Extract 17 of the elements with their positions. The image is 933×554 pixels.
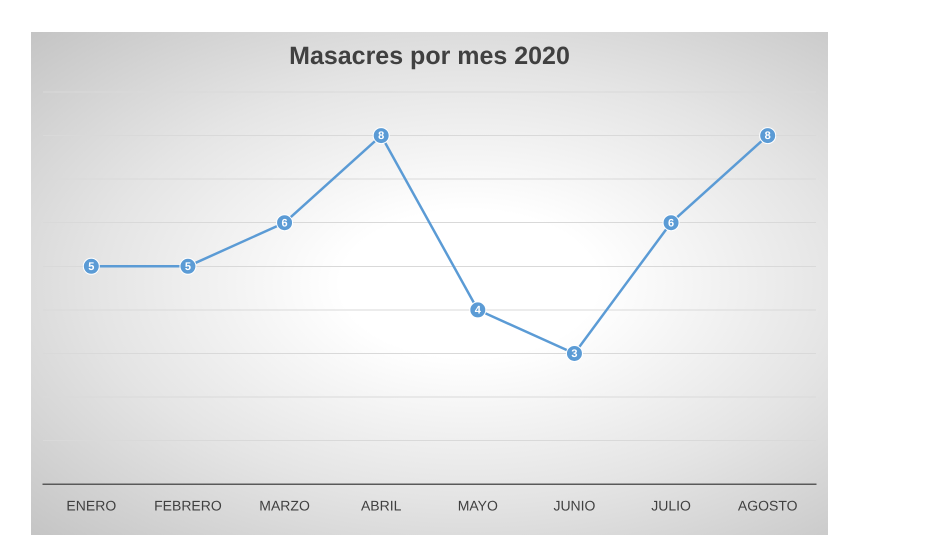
data-label: 6 [282,217,288,230]
data-label: 4 [474,304,482,316]
x-tick-label: JUNIO [553,497,596,514]
x-tick-label: MAYO [458,497,498,514]
data-label: 6 [668,217,674,230]
chart-title: Masacres por mes 2020 [289,42,570,70]
x-tick-label: AGOSTO [738,497,798,514]
x-tick-label: ABRIL [360,497,402,514]
x-tick-label: FEBRERO [154,497,222,514]
x-tick-label: MARZO [259,497,310,514]
x-tick-label: JULIO [651,497,692,514]
data-label: 8 [378,130,384,142]
x-tick-label: ENERO [66,497,116,514]
data-label: 8 [764,130,771,142]
data-label: 3 [571,348,578,360]
data-label: 5 [184,260,191,273]
data-label: 5 [88,260,94,273]
